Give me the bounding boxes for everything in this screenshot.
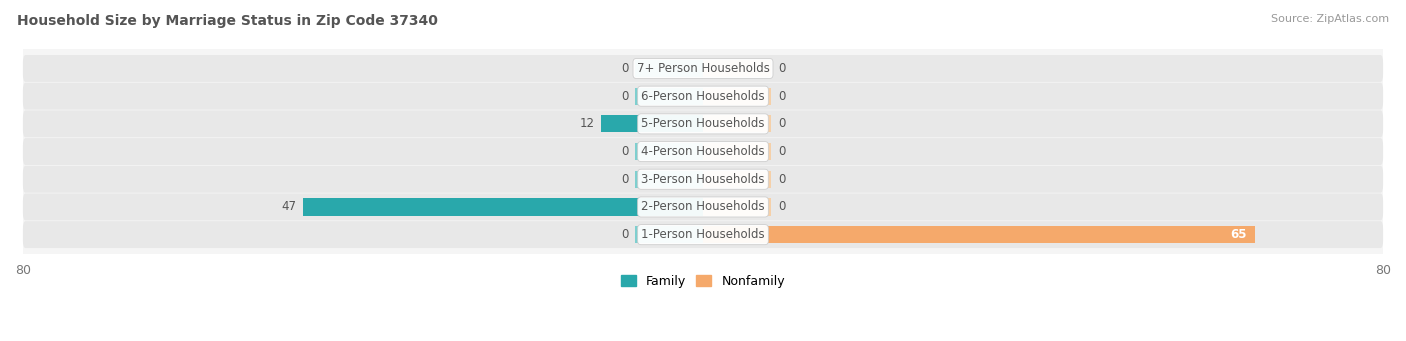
FancyBboxPatch shape — [22, 193, 1384, 220]
Text: 0: 0 — [621, 173, 628, 186]
Text: Household Size by Marriage Status in Zip Code 37340: Household Size by Marriage Status in Zip… — [17, 14, 437, 28]
FancyBboxPatch shape — [22, 110, 1384, 137]
Text: 0: 0 — [621, 145, 628, 158]
Text: 5-Person Households: 5-Person Households — [641, 117, 765, 130]
Text: 0: 0 — [778, 201, 785, 213]
Text: 6-Person Households: 6-Person Households — [641, 90, 765, 103]
Text: 0: 0 — [778, 145, 785, 158]
Text: 0: 0 — [621, 62, 628, 75]
Text: 2-Person Households: 2-Person Households — [641, 201, 765, 213]
Text: 7+ Person Households: 7+ Person Households — [637, 62, 769, 75]
Bar — [703, 170, 770, 188]
Text: 3-Person Households: 3-Person Households — [641, 173, 765, 186]
FancyBboxPatch shape — [22, 138, 1384, 165]
Bar — [636, 60, 703, 77]
FancyBboxPatch shape — [22, 83, 1384, 109]
Bar — [703, 60, 770, 77]
FancyBboxPatch shape — [22, 221, 1384, 248]
Bar — [703, 115, 770, 132]
Bar — [636, 88, 703, 105]
Bar — [703, 143, 770, 160]
Text: 4-Person Households: 4-Person Households — [641, 145, 765, 158]
Legend: Family, Nonfamily: Family, Nonfamily — [616, 270, 790, 293]
Text: 0: 0 — [621, 90, 628, 103]
Text: 0: 0 — [778, 173, 785, 186]
Text: 47: 47 — [281, 201, 297, 213]
Bar — [703, 88, 770, 105]
Bar — [636, 226, 703, 243]
FancyBboxPatch shape — [22, 55, 1384, 82]
Bar — [304, 198, 703, 216]
Text: Source: ZipAtlas.com: Source: ZipAtlas.com — [1271, 14, 1389, 24]
Bar — [600, 115, 703, 132]
Text: 1-Person Households: 1-Person Households — [641, 228, 765, 241]
Text: 0: 0 — [621, 228, 628, 241]
Text: 0: 0 — [778, 62, 785, 75]
Bar — [703, 198, 770, 216]
Text: 0: 0 — [778, 117, 785, 130]
Text: 12: 12 — [579, 117, 595, 130]
Bar — [636, 170, 703, 188]
Text: 65: 65 — [1230, 228, 1247, 241]
Text: 0: 0 — [778, 90, 785, 103]
Bar — [636, 143, 703, 160]
Bar — [703, 226, 1256, 243]
FancyBboxPatch shape — [22, 166, 1384, 193]
